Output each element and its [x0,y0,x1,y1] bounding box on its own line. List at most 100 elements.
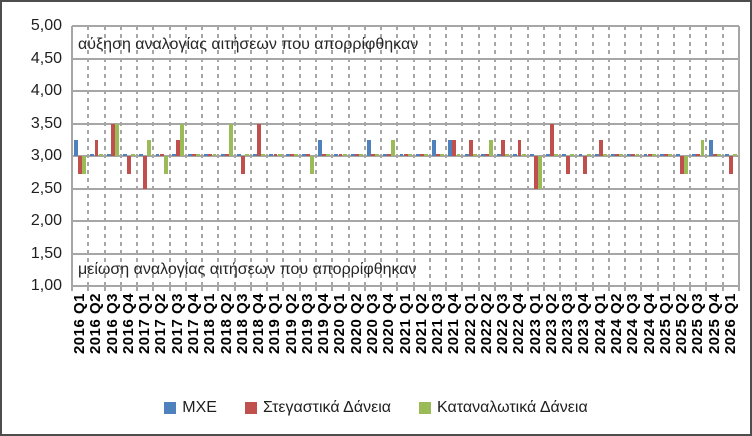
bar-mxe [399,154,404,156]
x-axis-label: 2017 Q1 [136,293,154,355]
bar-mxe [529,154,534,156]
gridline-vertical [705,26,708,286]
bar-consumer [505,154,510,156]
x-axis-label: 2019 Q2 [282,293,300,355]
bar-mxe [708,139,713,156]
x-axis-tick [103,286,106,291]
bar-mxe [513,154,518,156]
bar-mortgage [403,154,408,156]
bar-mortgage [78,156,83,175]
y-axis-label: 1,50 [30,244,62,262]
gridline-vertical [656,26,659,286]
x-axis-tick [656,286,659,291]
bar-mortgage [371,154,376,156]
bar-mortgage [647,154,652,156]
bar-consumer [358,154,363,156]
bar-mxe [692,154,697,156]
x-axis-tick [201,286,204,291]
gridline-vertical [119,26,122,286]
gridline-vertical [136,26,139,286]
x-axis-label: 2017 Q3 [168,293,186,355]
bar-consumer [212,154,217,156]
bar-mxe [497,154,502,156]
bar-consumer [326,154,331,156]
x-axis-label: 2019 Q1 [266,293,284,355]
x-axis-label: 2020 Q3 [363,293,381,355]
bar-mortgage [517,139,522,156]
gridline-vertical [396,26,399,286]
bar-mxe [350,154,355,156]
gridline-vertical [477,26,480,286]
bar-mortgage [127,156,131,175]
gridline-vertical [461,26,464,286]
bar-mxe [253,154,258,156]
bar-mortgage [306,154,310,156]
bar-mortgage [550,123,554,156]
bar-consumer [391,139,396,156]
bar-mxe [139,154,144,156]
bar-consumer [554,154,559,156]
x-axis-label: 2022 Q2 [477,293,495,355]
y-axis-label: 3,00 [30,147,62,164]
bar-mxe [594,154,599,156]
x-axis-tick [428,286,431,291]
x-axis-label: 2016 Q4 [119,293,137,355]
gridline-vertical [315,26,318,286]
x-axis-label: 2025 Q4 [705,293,723,355]
bar-consumer [98,154,103,156]
x-axis-tick [461,286,464,291]
gridline-horizontal [72,220,739,222]
x-axis-tick [412,286,415,291]
bar-mortgage [729,156,733,175]
bar-consumer [293,154,298,156]
bar-mxe [171,154,176,156]
legend-label-consumer-loans: Καταναλωτικά Δάνεια [437,399,588,416]
plot-area [72,25,739,287]
gridline-vertical [428,26,431,286]
bar-consumer [228,123,233,156]
bar-consumer [440,154,445,156]
gridline-vertical [347,26,350,286]
x-axis-label: 2025 Q3 [689,293,707,355]
bar-mxe [220,154,225,156]
x-axis-tick [396,286,399,291]
bar-consumer [472,154,477,156]
bar-mxe [188,154,192,156]
x-axis-tick [266,286,269,291]
x-axis-label: 2019 Q4 [315,293,333,355]
y-axis-label: 4,50 [30,49,62,67]
x-axis-label: 2022 Q3 [494,293,512,355]
legend: ΜΧΕ Στεγαστικά Δάνεια Καταναλωτικά Δάνει… [2,396,750,420]
bar-consumer [456,154,461,156]
bar-mortgage [615,154,620,156]
x-axis-label: 2018 Q2 [217,293,235,355]
bar-mortgage [387,154,392,156]
bar-consumer [586,154,591,156]
gridline-horizontal [72,252,739,255]
bar-consumer [602,154,607,156]
gridline-vertical [559,26,562,286]
bar-mortgage [224,154,229,156]
bar-mortgage [143,156,148,189]
bar-mortgage [159,154,164,156]
gridline-vertical [526,26,529,286]
gridline-horizontal [72,187,739,190]
plot-border [71,26,73,286]
bar-consumer [147,139,152,156]
bar-consumer [82,156,87,175]
x-axis-label: 2018 Q4 [250,293,268,355]
x-axis-tick [738,286,740,291]
bar-mxe [627,154,632,156]
bar-mxe [448,139,453,156]
bar-mortgage [436,154,441,156]
gridline-horizontal [72,122,739,125]
bar-consumer [521,154,526,156]
x-axis-tick [542,286,545,291]
x-axis-tick [347,286,350,291]
x-axis-tick [510,286,513,291]
x-axis-label: 2023 Q2 [542,293,560,355]
x-axis-label: 2021 Q3 [429,293,447,355]
bar-mortgage [240,156,245,175]
legend-swatch-mxe [164,402,177,414]
bar-mortgage [322,154,327,156]
